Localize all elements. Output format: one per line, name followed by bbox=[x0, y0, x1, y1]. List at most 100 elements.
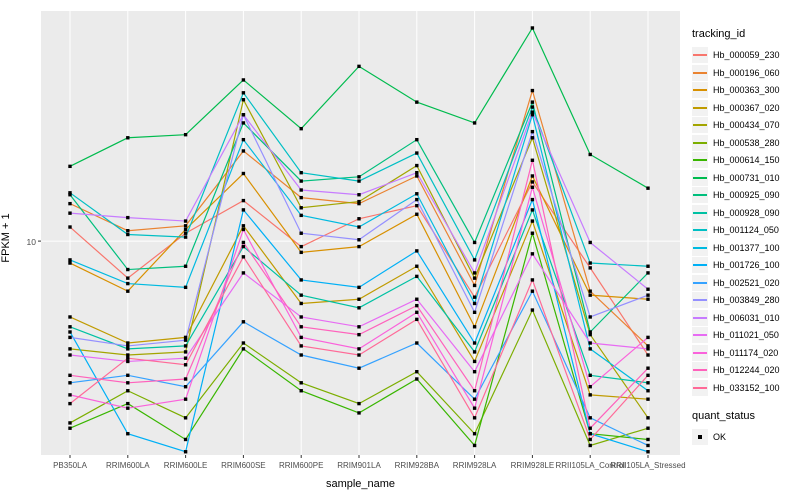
data-point bbox=[646, 437, 650, 442]
data-point bbox=[530, 231, 535, 235]
data-point bbox=[241, 171, 246, 176]
data-point bbox=[472, 432, 477, 436]
data-point bbox=[357, 366, 361, 370]
y-tick-label: 10 bbox=[26, 237, 36, 247]
x-tick-label: RRIM600LA bbox=[106, 461, 150, 470]
legend-key-swatch bbox=[692, 117, 708, 133]
data-point bbox=[588, 416, 592, 420]
data-point bbox=[68, 211, 72, 215]
data-point bbox=[472, 397, 477, 401]
data-point bbox=[530, 197, 535, 202]
legend-item: Hb_001377_100 bbox=[692, 239, 800, 256]
data-point bbox=[126, 347, 130, 351]
data-point bbox=[530, 113, 535, 117]
data-point bbox=[183, 219, 188, 223]
data-point bbox=[68, 258, 72, 262]
data-point bbox=[299, 231, 303, 235]
legend: tracking_id Hb_000059_230 Hb_000196_060 Hb… bbox=[692, 28, 800, 446]
legend-line-icon bbox=[693, 89, 707, 91]
data-point bbox=[183, 350, 188, 354]
data-point bbox=[68, 421, 72, 425]
legend-item: Hb_000614_150 bbox=[692, 152, 800, 168]
legend-item-label: Hb_000363_300 bbox=[713, 85, 780, 95]
legend-item-label: Hb_012244_020 bbox=[713, 365, 780, 375]
legend-item: Hb_000925_090 bbox=[692, 187, 800, 203]
data-point bbox=[126, 344, 130, 348]
data-point bbox=[299, 195, 303, 200]
data-point bbox=[357, 244, 361, 249]
data-point bbox=[357, 353, 361, 357]
legend-item: Hb_002521_020 bbox=[692, 274, 800, 291]
data-point bbox=[68, 426, 72, 430]
data-point bbox=[357, 193, 361, 197]
legend-line-icon bbox=[693, 334, 707, 336]
data-point bbox=[68, 393, 72, 397]
data-point bbox=[646, 271, 650, 275]
data-point bbox=[126, 136, 130, 140]
data-point bbox=[530, 110, 535, 114]
legend-item: Hb_011021_050 bbox=[692, 327, 800, 343]
data-point bbox=[646, 264, 650, 268]
data-point bbox=[126, 356, 130, 360]
data-point bbox=[415, 317, 419, 322]
data-point bbox=[646, 373, 650, 377]
data-point bbox=[68, 193, 72, 197]
legend-line-icon bbox=[693, 71, 707, 74]
legend-item: Hb_011174_020 bbox=[692, 344, 800, 361]
data-point bbox=[241, 208, 246, 212]
legend-item: Hb_003849_280 bbox=[692, 292, 800, 308]
data-point bbox=[530, 252, 535, 256]
data-point bbox=[415, 170, 419, 175]
data-point bbox=[646, 443, 650, 448]
data-point bbox=[646, 344, 650, 348]
data-point bbox=[588, 289, 592, 293]
data-point bbox=[183, 264, 188, 268]
data-point bbox=[299, 293, 303, 297]
data-point bbox=[646, 389, 650, 393]
legend-item-label: Hb_003849_280 bbox=[713, 295, 780, 305]
legend-line-icon bbox=[693, 194, 707, 196]
data-point bbox=[472, 359, 477, 364]
data-point bbox=[646, 287, 650, 291]
data-point bbox=[299, 335, 303, 340]
data-point bbox=[646, 397, 650, 401]
data-point bbox=[588, 341, 592, 345]
data-point bbox=[241, 244, 246, 249]
legend-key-swatch bbox=[692, 274, 708, 291]
x-tick-label: RRIM901LA bbox=[337, 461, 381, 470]
legend-item-label: Hb_000731_010 bbox=[713, 172, 780, 183]
data-point bbox=[183, 335, 188, 340]
data-point bbox=[183, 437, 188, 442]
data-point bbox=[241, 224, 246, 228]
data-point bbox=[299, 179, 303, 183]
data-point bbox=[126, 359, 130, 364]
legend-key-swatch bbox=[692, 134, 708, 151]
data-point bbox=[646, 366, 650, 370]
x-tick-label: RRIM600LE bbox=[163, 461, 208, 470]
data-point bbox=[126, 215, 130, 220]
legend-item-label: Hb_006031_010 bbox=[713, 312, 780, 323]
data-point bbox=[241, 149, 246, 153]
data-point bbox=[126, 381, 130, 385]
quant-status-label: OK bbox=[713, 431, 727, 442]
legend-line-icon bbox=[693, 211, 707, 214]
data-point bbox=[530, 129, 535, 134]
data-point bbox=[472, 271, 477, 275]
data-point bbox=[588, 393, 592, 397]
legend-item-label: Hb_000196_060 bbox=[713, 67, 780, 78]
data-point bbox=[588, 266, 592, 270]
data-point bbox=[126, 232, 130, 237]
legend-line-icon bbox=[693, 351, 707, 354]
data-point bbox=[299, 325, 303, 329]
data-point bbox=[241, 121, 246, 125]
data-point bbox=[415, 303, 419, 308]
data-point bbox=[646, 450, 650, 454]
data-point bbox=[415, 297, 419, 301]
data-point bbox=[415, 264, 419, 268]
legend-line-icon bbox=[693, 246, 707, 249]
data-point bbox=[68, 325, 72, 329]
data-point bbox=[299, 278, 303, 282]
data-point bbox=[588, 432, 592, 436]
data-point bbox=[530, 185, 535, 189]
